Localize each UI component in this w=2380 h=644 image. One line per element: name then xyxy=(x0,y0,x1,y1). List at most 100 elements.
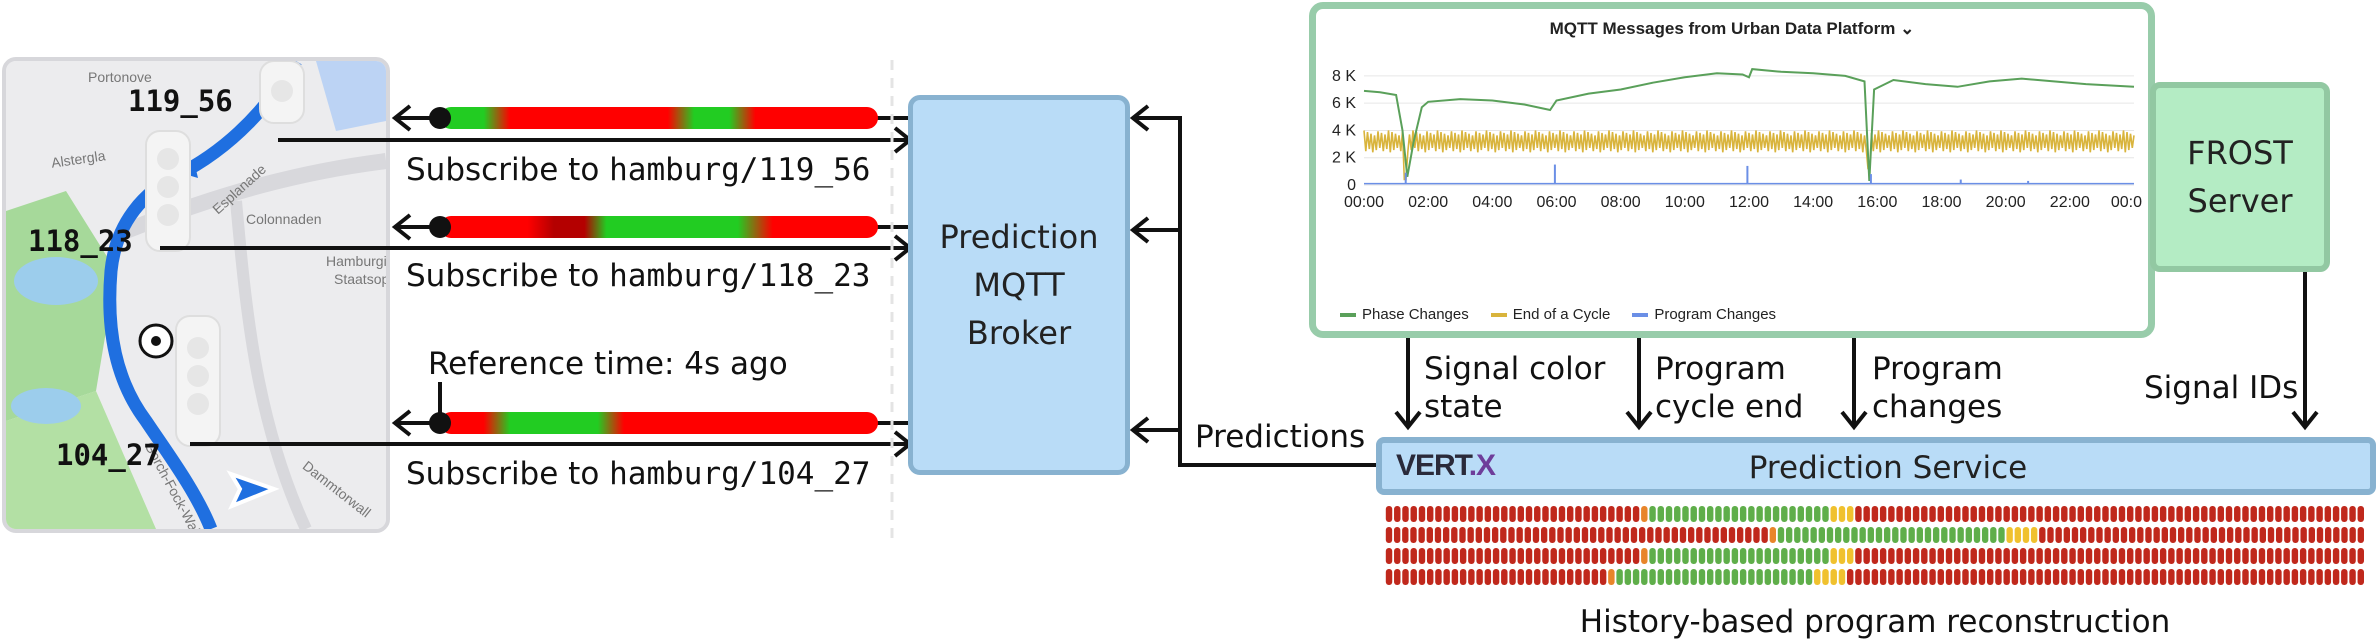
history-cell xyxy=(1426,506,1434,522)
history-cell xyxy=(2202,527,2209,543)
history-cell xyxy=(2349,506,2356,522)
x-tick-label: 08:00 xyxy=(1601,194,1641,211)
history-cell xyxy=(2316,506,2323,522)
history-cell xyxy=(1410,548,1417,564)
history-cell xyxy=(1851,527,1858,543)
history-cell xyxy=(1649,569,1656,585)
history-cell xyxy=(1945,548,1953,564)
history-cell xyxy=(1402,506,1409,522)
legend-swatch-phase-changes xyxy=(1340,312,1356,317)
predictions-arrowhead-top xyxy=(1129,104,1150,132)
history-cell xyxy=(2284,527,2291,543)
history-cell xyxy=(1830,506,1837,522)
history-cell xyxy=(2168,569,2175,585)
history-cell xyxy=(1575,548,1582,564)
history-cell xyxy=(1957,527,1964,543)
traffic-light-bottom-lamp-1 xyxy=(187,337,209,359)
history-cell xyxy=(1532,527,1540,543)
history-cell xyxy=(1731,506,1739,522)
prediction-arrowhead-118-23 xyxy=(391,213,412,241)
history-cell xyxy=(1583,506,1590,522)
legend-item-phase-changes[interactable]: Phase Changes xyxy=(1340,306,1469,323)
history-cell xyxy=(1929,569,1936,585)
history-cell xyxy=(1599,506,1607,522)
vertx-logo-x: X xyxy=(1476,449,1496,482)
history-cell xyxy=(1698,569,1706,585)
history-cell xyxy=(1475,527,1482,543)
history-cell xyxy=(1826,527,1834,543)
history-cell xyxy=(2201,506,2208,522)
history-cell xyxy=(1781,548,1788,564)
history-cell xyxy=(1937,506,1944,522)
history-cell xyxy=(1916,527,1923,543)
history-cell xyxy=(2192,506,2200,522)
legend-item-end-of-cycle[interactable]: End of a Cycle xyxy=(1490,306,1610,323)
history-cell xyxy=(1525,548,1533,564)
history-cell xyxy=(2159,548,2167,564)
history-cell xyxy=(1682,548,1689,564)
history-cell xyxy=(1525,569,1533,585)
history-cell xyxy=(1500,527,1507,543)
history-cell xyxy=(1830,569,1837,585)
legend-label-phase-changes: Phase Changes xyxy=(1362,306,1469,323)
history-cell xyxy=(2332,506,2340,522)
subscribe-label-118-23: Subscribe to hamburg/118_23 xyxy=(406,258,870,294)
subscribe-prefix: Subscribe to xyxy=(406,456,610,492)
history-cell xyxy=(1501,506,1508,522)
history-cell xyxy=(2341,548,2348,564)
route-line xyxy=(103,61,302,529)
phase-bar-start-dot-104-27 xyxy=(429,412,451,434)
history-cell xyxy=(2085,548,2093,564)
legend-item-program-changes[interactable]: Program Changes xyxy=(1632,306,1776,323)
history-cell xyxy=(1764,548,1772,564)
history-cell xyxy=(1657,506,1664,522)
legend-swatch-program-changes xyxy=(1632,312,1649,317)
history-cell xyxy=(2126,548,2134,564)
history-cell xyxy=(2028,569,2035,585)
history-cell xyxy=(2135,506,2142,522)
history-cell xyxy=(1459,548,1467,564)
history-cell xyxy=(2044,548,2052,564)
history-cell xyxy=(2250,506,2257,522)
history-cell xyxy=(2030,527,2038,543)
history-cell xyxy=(2283,548,2290,564)
traffic-light-middle-lamp-3 xyxy=(157,204,179,226)
history-cell xyxy=(1814,506,1821,522)
history-cell xyxy=(1385,548,1393,564)
history-cell xyxy=(1624,569,1632,585)
history-cell xyxy=(2094,569,2101,585)
history-cell xyxy=(1871,506,1879,522)
history-cell xyxy=(2036,569,2043,585)
prediction-mqtt-broker-box: Prediction MQTT Broker xyxy=(908,95,1130,475)
history-cell xyxy=(1665,569,1673,585)
history-cell xyxy=(2019,569,2027,585)
history-cell xyxy=(1706,569,1714,585)
history-cell xyxy=(1715,506,1722,522)
history-cell xyxy=(2258,569,2266,585)
history-cell xyxy=(2324,527,2332,543)
phase-bar-104-27 xyxy=(440,412,878,434)
history-cell xyxy=(1484,506,1492,522)
history-cell xyxy=(2028,506,2035,522)
reference-time-label: Reference time: 4s ago xyxy=(428,346,788,382)
history-cell xyxy=(1904,569,1912,585)
history-cell xyxy=(1879,548,1887,564)
history-cell xyxy=(1720,527,1727,543)
history-cell xyxy=(1402,548,1409,564)
history-cell xyxy=(2333,527,2340,543)
history-cell xyxy=(2096,527,2103,543)
history-cell xyxy=(1550,569,1557,585)
history-cell xyxy=(1426,548,1434,564)
chart-title[interactable]: MQTT Messages from Urban Data Platform ⌄ xyxy=(1316,19,2148,39)
history-cell xyxy=(1739,548,1747,564)
history-cell xyxy=(2077,569,2084,585)
history-cell xyxy=(1509,506,1516,522)
history-cell xyxy=(2184,506,2192,522)
history-cell xyxy=(1616,569,1623,585)
chevron-down-icon[interactable]: ⌄ xyxy=(1900,19,1915,38)
street-label-staatsoper: Staatsop xyxy=(334,271,390,287)
history-cell xyxy=(1748,548,1755,564)
broker-label-line-3: Broker xyxy=(966,314,1072,352)
history-cell xyxy=(1690,506,1697,522)
history-cell xyxy=(1647,527,1654,543)
